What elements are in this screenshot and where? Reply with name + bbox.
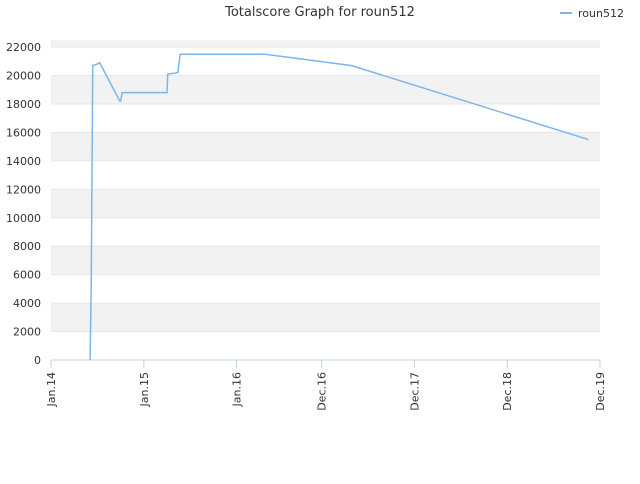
- y-tick-label: 2000: [13, 326, 41, 339]
- y-tick-label: 14000: [6, 155, 41, 168]
- legend-label: roun512: [578, 7, 624, 20]
- grid-band: [51, 217, 600, 247]
- y-tick-label: 12000: [6, 183, 41, 196]
- y-tick-label: 16000: [6, 126, 41, 139]
- y-tick-label: 10000: [6, 212, 41, 225]
- y-tick-label: 20000: [6, 70, 41, 83]
- x-tick-label: Jan.14: [45, 372, 58, 407]
- grid-band: [51, 189, 600, 218]
- chart-title: Totalscore Graph for roun512: [224, 5, 415, 20]
- y-tick-label: 8000: [13, 240, 41, 253]
- y-tick-label: 18000: [6, 98, 41, 111]
- y-tick-label: 0: [34, 354, 41, 367]
- grid-band: [51, 75, 600, 104]
- grid-band: [51, 303, 600, 332]
- grid-band: [51, 274, 600, 304]
- x-tick-label: Jan.16: [231, 372, 244, 407]
- x-tick-label: Dec.19: [594, 372, 607, 411]
- grid-band: [51, 160, 600, 190]
- line: [89, 53, 589, 361]
- grid-band: [51, 331, 600, 360]
- grid-band: [51, 104, 600, 133]
- grid-band: [51, 132, 600, 161]
- x-tick-label: Dec.18: [501, 372, 514, 411]
- grid-band: [51, 40, 600, 48]
- grid-band: [51, 246, 600, 275]
- y-tick-label: 4000: [13, 297, 41, 310]
- grid-band: [51, 47, 600, 76]
- x-tick-label: Jan.15: [138, 372, 151, 407]
- x-tick-label: Dec.17: [408, 372, 421, 411]
- y-tick-label: 6000: [13, 269, 41, 282]
- x-tick-label: Dec.16: [316, 372, 329, 411]
- y-tick-label: 22000: [6, 41, 41, 54]
